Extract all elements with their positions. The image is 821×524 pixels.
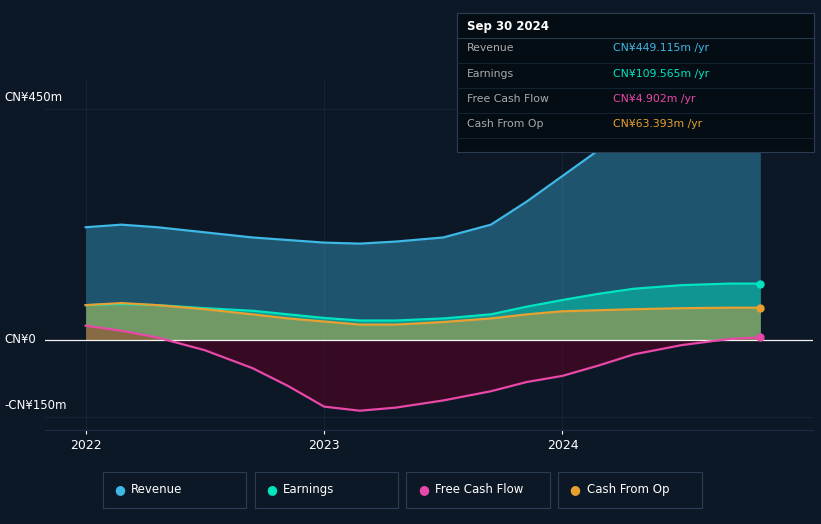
Text: Cash From Op: Cash From Op (467, 119, 544, 129)
Text: Sep 30 2024: Sep 30 2024 (467, 20, 549, 34)
Text: Revenue: Revenue (131, 484, 183, 496)
Text: Earnings: Earnings (467, 69, 514, 79)
Text: -CN¥150m: -CN¥150m (4, 399, 67, 412)
Text: Cash From Op: Cash From Op (587, 484, 669, 496)
Text: Past: Past (736, 104, 760, 117)
Text: CN¥450m: CN¥450m (4, 91, 62, 104)
Text: Earnings: Earnings (283, 484, 335, 496)
Text: ●: ● (418, 484, 429, 496)
Text: ●: ● (570, 484, 580, 496)
Text: ●: ● (266, 484, 277, 496)
Text: CN¥0: CN¥0 (4, 333, 36, 346)
Text: CN¥109.565m /yr: CN¥109.565m /yr (613, 69, 709, 79)
Text: Revenue: Revenue (467, 43, 515, 53)
Text: Free Cash Flow: Free Cash Flow (467, 94, 549, 104)
Text: Free Cash Flow: Free Cash Flow (435, 484, 524, 496)
Text: CN¥63.393m /yr: CN¥63.393m /yr (613, 119, 703, 129)
Text: CN¥4.902m /yr: CN¥4.902m /yr (613, 94, 695, 104)
Text: ●: ● (114, 484, 125, 496)
Text: CN¥449.115m /yr: CN¥449.115m /yr (613, 43, 709, 53)
